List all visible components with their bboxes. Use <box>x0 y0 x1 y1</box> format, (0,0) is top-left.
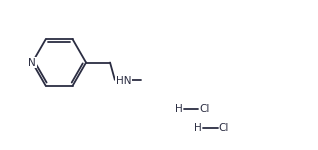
Text: Cl: Cl <box>199 104 210 114</box>
Text: H: H <box>194 123 202 133</box>
Text: N: N <box>28 57 36 68</box>
Text: H: H <box>175 104 183 114</box>
Text: Cl: Cl <box>218 123 229 133</box>
Text: HN: HN <box>116 76 131 86</box>
